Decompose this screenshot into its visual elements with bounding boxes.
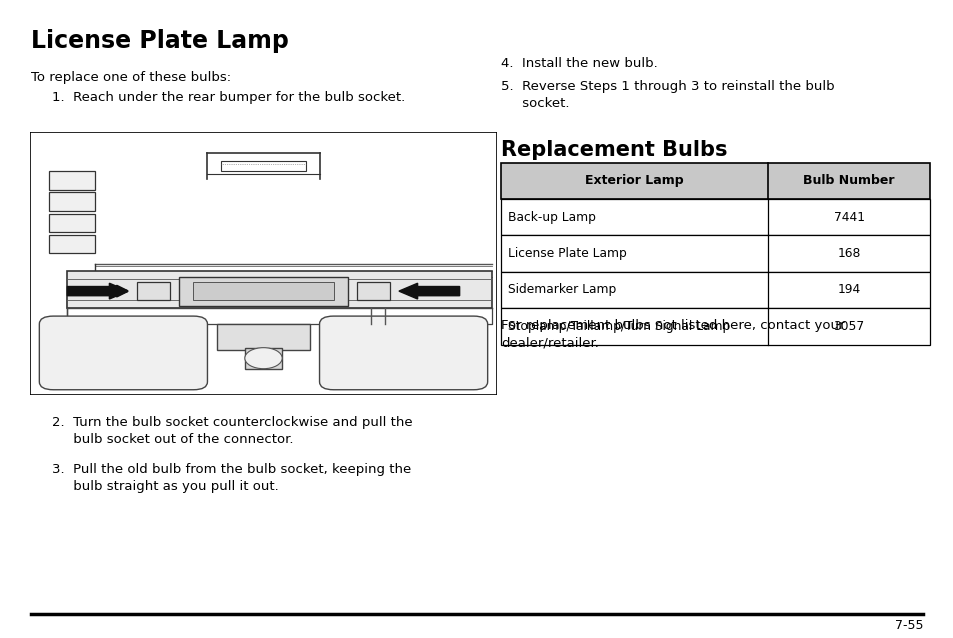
Text: 168: 168 — [837, 247, 860, 260]
Text: 4.  Install the new bulb.: 4. Install the new bulb. — [500, 57, 657, 70]
FancyArrow shape — [68, 283, 128, 299]
Text: Replacement Bulbs: Replacement Bulbs — [500, 140, 726, 160]
Text: 7441: 7441 — [833, 211, 863, 224]
Bar — [68, 271, 492, 308]
Bar — [221, 161, 305, 172]
Bar — [500, 272, 929, 308]
Bar — [500, 199, 929, 235]
Bar — [49, 235, 95, 253]
Bar — [137, 282, 170, 300]
Text: 3.  Pull the old bulb from the bulb socket, keeping the
     bulb straight as yo: 3. Pull the old bulb from the bulb socke… — [52, 463, 412, 493]
Text: Stoplamp/Taillamp/Turn Signal Lamp: Stoplamp/Taillamp/Turn Signal Lamp — [507, 320, 729, 333]
Bar — [179, 277, 347, 306]
Text: License Plate Lamp: License Plate Lamp — [30, 29, 288, 53]
Text: License Plate Lamp: License Plate Lamp — [507, 247, 625, 260]
Bar — [245, 348, 282, 369]
FancyArrow shape — [398, 283, 459, 299]
Text: Back-up Lamp: Back-up Lamp — [507, 211, 595, 224]
Circle shape — [245, 348, 282, 369]
Bar — [500, 308, 929, 345]
Text: To replace one of these bulbs:: To replace one of these bulbs: — [30, 71, 231, 84]
Text: 1.  Reach under the rear bumper for the bulb socket.: 1. Reach under the rear bumper for the b… — [52, 91, 405, 103]
Bar — [216, 324, 310, 350]
Bar — [500, 235, 929, 272]
Bar — [49, 214, 95, 232]
Bar — [49, 193, 95, 211]
Text: 7-55: 7-55 — [894, 619, 923, 632]
Text: 2.  Turn the bulb socket counterclockwise and pull the
     bulb socket out of t: 2. Turn the bulb socket counterclockwise… — [52, 416, 413, 446]
Text: 3057: 3057 — [833, 320, 863, 333]
Bar — [49, 172, 95, 190]
Text: Sidemarker Lamp: Sidemarker Lamp — [507, 283, 615, 297]
Bar — [356, 282, 389, 300]
FancyBboxPatch shape — [319, 316, 487, 390]
Text: For replacement bulbs not listed here, contact your
dealer/retailer.: For replacement bulbs not listed here, c… — [500, 319, 843, 349]
Text: 5.  Reverse Steps 1 through 3 to reinstall the bulb
     socket.: 5. Reverse Steps 1 through 3 to reinstal… — [500, 80, 834, 110]
FancyBboxPatch shape — [39, 316, 207, 390]
Text: Exterior Lamp: Exterior Lamp — [584, 174, 683, 188]
Text: Bulb Number: Bulb Number — [802, 174, 894, 188]
Bar — [193, 282, 334, 300]
Text: 194: 194 — [837, 283, 860, 297]
Bar — [500, 163, 929, 199]
